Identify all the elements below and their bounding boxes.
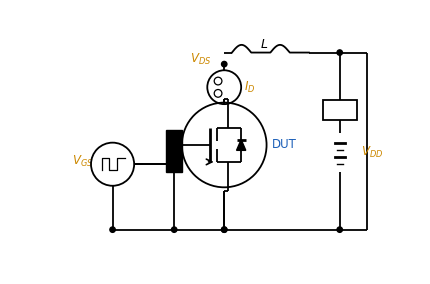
Circle shape (221, 227, 227, 232)
Text: L: L (261, 38, 268, 51)
Polygon shape (166, 130, 182, 172)
Text: $V_{DD}$: $V_{DD}$ (361, 145, 384, 160)
Text: DUT: DUT (272, 139, 297, 151)
Circle shape (221, 61, 227, 67)
Bar (323, 100, 357, 120)
Polygon shape (237, 139, 246, 150)
Text: $V_{DS}$: $V_{DS}$ (190, 52, 211, 67)
Circle shape (337, 227, 342, 232)
Text: $V_{GS}$: $V_{GS}$ (72, 154, 93, 170)
Circle shape (221, 227, 227, 232)
Text: Switch: Switch (323, 105, 356, 115)
Circle shape (337, 50, 342, 55)
Circle shape (110, 227, 115, 232)
Circle shape (172, 227, 177, 232)
Text: $I_D$: $I_D$ (244, 80, 256, 95)
